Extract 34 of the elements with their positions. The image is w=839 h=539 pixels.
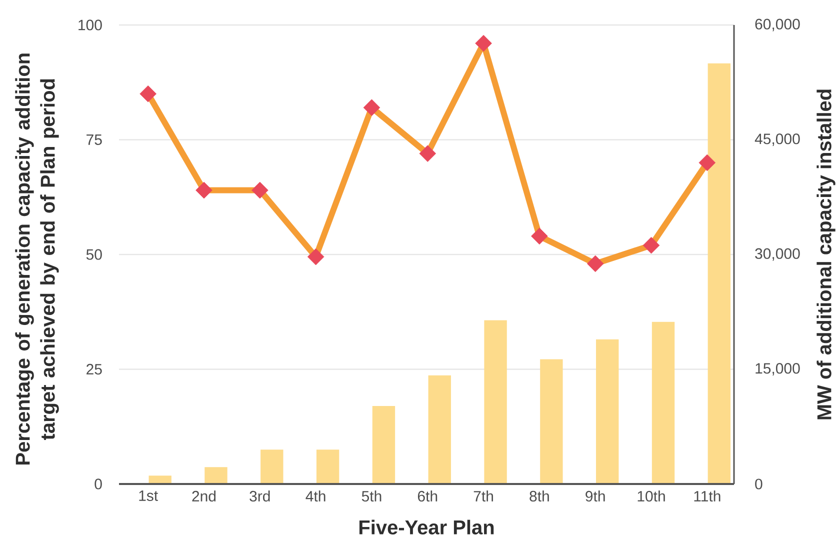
bar	[708, 63, 731, 484]
x-tick-label: 4th	[306, 490, 326, 502]
bar	[316, 450, 340, 484]
x-tick-label: 5th	[362, 490, 382, 502]
bar	[540, 359, 563, 484]
bar	[484, 320, 507, 484]
x-axis-title: Five-Year Plan	[359, 520, 494, 534]
x-tick-label: 1st	[139, 490, 158, 501]
x-tick-label: 3rd	[250, 490, 270, 502]
y2-tick-label: 30,000	[755, 248, 800, 261]
bar	[652, 322, 675, 484]
y-tick-label: 0	[94, 478, 102, 490]
x-tick-label: 2nd	[192, 490, 216, 502]
y2-tick-label: 15,000	[756, 363, 800, 376]
x-tick-label: 9th	[586, 490, 605, 502]
y-tick-label: 75	[86, 134, 102, 145]
bar	[260, 450, 284, 484]
bar	[372, 406, 396, 484]
y2-axis-title: MW of additional capacity installed	[816, 90, 836, 420]
y2-tick-label: 0	[755, 478, 762, 490]
bar	[596, 339, 619, 484]
y2-tick-label: 60,000	[755, 18, 800, 32]
y-tick-label: 100	[78, 20, 102, 30]
y-axis-title: Percentage of generation capacity addition target achieved by end of Plan period	[15, 54, 59, 464]
x-tick-label: 8th	[530, 490, 549, 502]
bar	[428, 375, 451, 484]
x-tick-label: 11th	[694, 490, 720, 502]
y2-tick-label: 45,000	[754, 134, 800, 146]
y-tick-label: 50	[86, 249, 102, 260]
x-tick-label: 7th	[474, 490, 493, 502]
x-tick-label: 6th	[418, 490, 438, 502]
y-tick-label: 25	[86, 364, 102, 375]
bar	[204, 467, 228, 484]
x-tick-label: 10th	[638, 490, 665, 502]
